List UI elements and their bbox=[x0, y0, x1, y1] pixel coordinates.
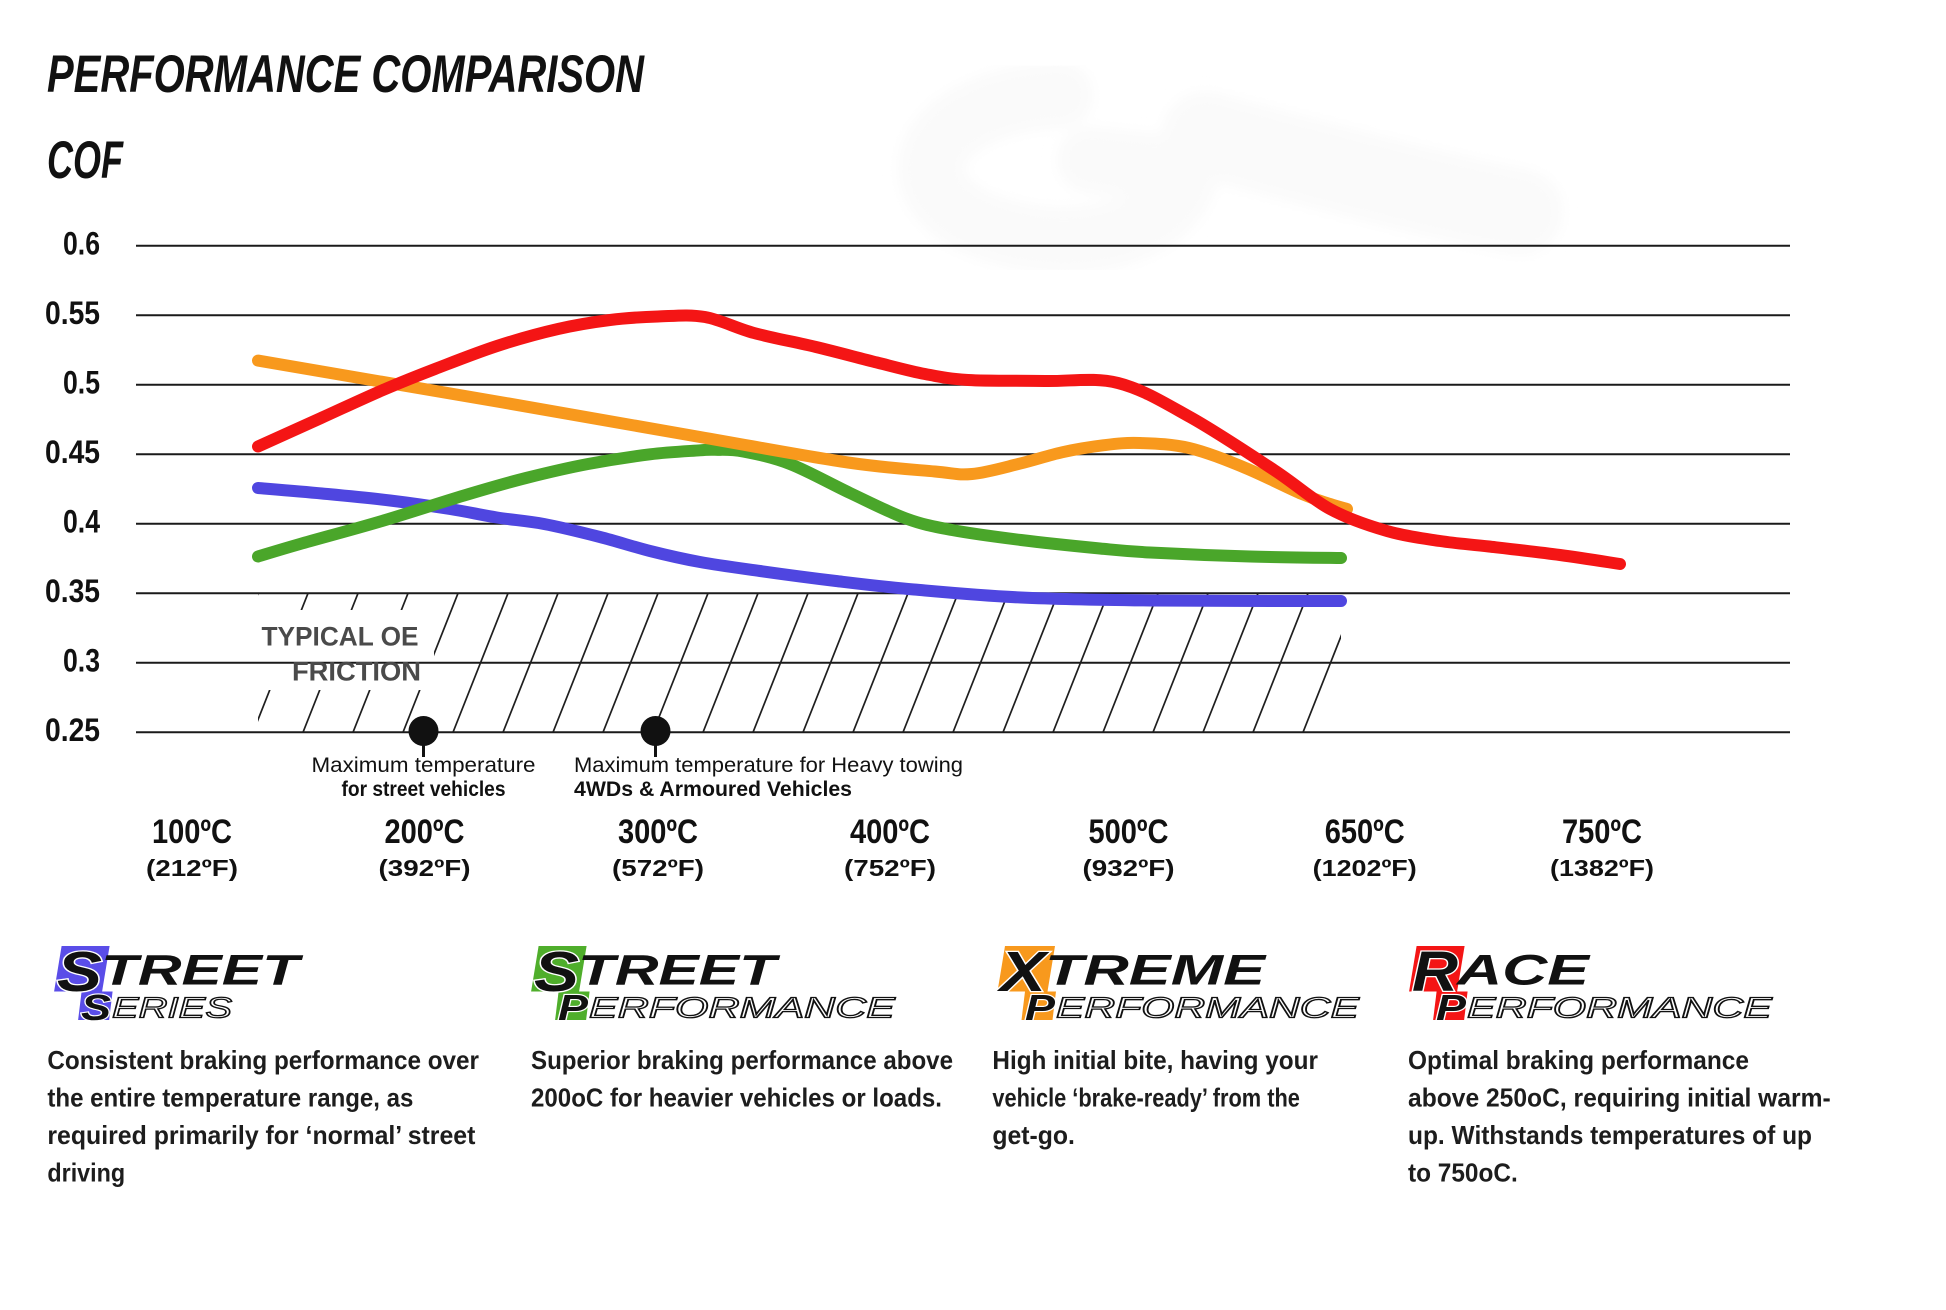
svg-text:R: R bbox=[1412, 940, 1458, 1004]
svg-text:get-go.: get-go. bbox=[992, 1120, 1075, 1150]
svg-text:750ºC: 750ºC bbox=[1562, 813, 1642, 851]
svg-text:500ºC: 500ºC bbox=[1089, 813, 1169, 851]
svg-text:ACE: ACE bbox=[1456, 947, 1591, 995]
svg-text:Superior braking performance a: Superior braking performance above bbox=[531, 1045, 953, 1075]
svg-text:200ºC: 200ºC bbox=[385, 813, 465, 851]
svg-text:S: S bbox=[534, 940, 579, 1004]
svg-text:0.5: 0.5 bbox=[63, 364, 100, 400]
svg-text:TREET: TREET bbox=[101, 947, 304, 995]
svg-text:for street vehicles: for street vehicles bbox=[342, 778, 506, 801]
svg-text:PERFORMANCE COMPARISON: PERFORMANCE COMPARISON bbox=[47, 45, 645, 104]
svg-text:ERFORMANCE: ERFORMANCE bbox=[589, 993, 896, 1025]
svg-text:100ºC: 100ºC bbox=[152, 813, 232, 851]
svg-text:650ºC: 650ºC bbox=[1325, 813, 1405, 851]
svg-text:ERIES: ERIES bbox=[112, 993, 233, 1025]
svg-text:P: P bbox=[1436, 987, 1467, 1028]
svg-text:0.25: 0.25 bbox=[45, 712, 100, 748]
svg-text:High initial bite, having your: High initial bite, having your bbox=[992, 1045, 1318, 1075]
svg-text:up. Withstands temperatures of: up. Withstands temperatures of up bbox=[1408, 1120, 1812, 1150]
svg-text:400ºC: 400ºC bbox=[850, 813, 930, 851]
svg-text:(932ºF): (932ºF) bbox=[1083, 855, 1175, 881]
svg-text:P: P bbox=[558, 987, 589, 1028]
svg-text:0.6: 0.6 bbox=[63, 225, 100, 261]
svg-text:0.3: 0.3 bbox=[63, 642, 100, 678]
svg-text:Maximum temperature for Heavy: Maximum temperature for Heavy towing bbox=[574, 754, 963, 777]
svg-text:200oC for heavier vehicles or: 200oC for heavier vehicles or loads. bbox=[531, 1083, 942, 1113]
svg-text:TYPICAL OE: TYPICAL OE bbox=[262, 622, 419, 652]
svg-text:(392ºF): (392ºF) bbox=[379, 855, 471, 881]
svg-text:Consistent braking performance: Consistent braking performance over bbox=[47, 1045, 479, 1075]
svg-text:required primarily for ‘normal: required primarily for ‘normal’ street bbox=[47, 1120, 475, 1150]
svg-text:driving: driving bbox=[47, 1158, 125, 1188]
svg-text:above 250oC, requiring initial: above 250oC, requiring initial warm- bbox=[1408, 1083, 1831, 1113]
svg-text:TREET: TREET bbox=[578, 947, 781, 995]
svg-text:X: X bbox=[996, 940, 1049, 1004]
svg-text:TREME: TREME bbox=[1045, 947, 1267, 995]
svg-text:Maximum temperature: Maximum temperature bbox=[312, 754, 536, 777]
svg-text:0.55: 0.55 bbox=[45, 295, 100, 331]
svg-text:COF: COF bbox=[47, 131, 124, 190]
svg-text:vehicle ‘brake-ready’ from the: vehicle ‘brake-ready’ from the bbox=[992, 1083, 1300, 1113]
svg-text:0.4: 0.4 bbox=[63, 503, 100, 539]
svg-text:S: S bbox=[57, 940, 102, 1004]
svg-text:0.35: 0.35 bbox=[45, 573, 100, 609]
svg-text:P: P bbox=[1025, 987, 1056, 1028]
svg-text:300ºC: 300ºC bbox=[618, 813, 698, 851]
svg-text:Optimal braking performance: Optimal braking performance bbox=[1408, 1045, 1749, 1075]
svg-text:(752ºF): (752ºF) bbox=[844, 855, 936, 881]
svg-text:4WDs & Armoured Vehicles: 4WDs & Armoured Vehicles bbox=[574, 778, 852, 801]
svg-text:(212ºF): (212ºF) bbox=[146, 855, 238, 881]
svg-text:ERFORMANCE: ERFORMANCE bbox=[1467, 993, 1773, 1025]
svg-text:(1382ºF): (1382ºF) bbox=[1550, 855, 1654, 881]
svg-text:S: S bbox=[81, 987, 111, 1028]
svg-text:to 750oC.: to 750oC. bbox=[1408, 1158, 1518, 1188]
svg-text:the entire temperature range,: the entire temperature range, as bbox=[47, 1083, 413, 1113]
svg-text:(572ºF): (572ºF) bbox=[612, 855, 704, 881]
svg-text:(1202ºF): (1202ºF) bbox=[1313, 855, 1417, 881]
svg-text:0.45: 0.45 bbox=[45, 434, 100, 470]
svg-text:FRICTION: FRICTION bbox=[292, 657, 421, 687]
svg-text:ERFORMANCE: ERFORMANCE bbox=[1056, 993, 1360, 1025]
